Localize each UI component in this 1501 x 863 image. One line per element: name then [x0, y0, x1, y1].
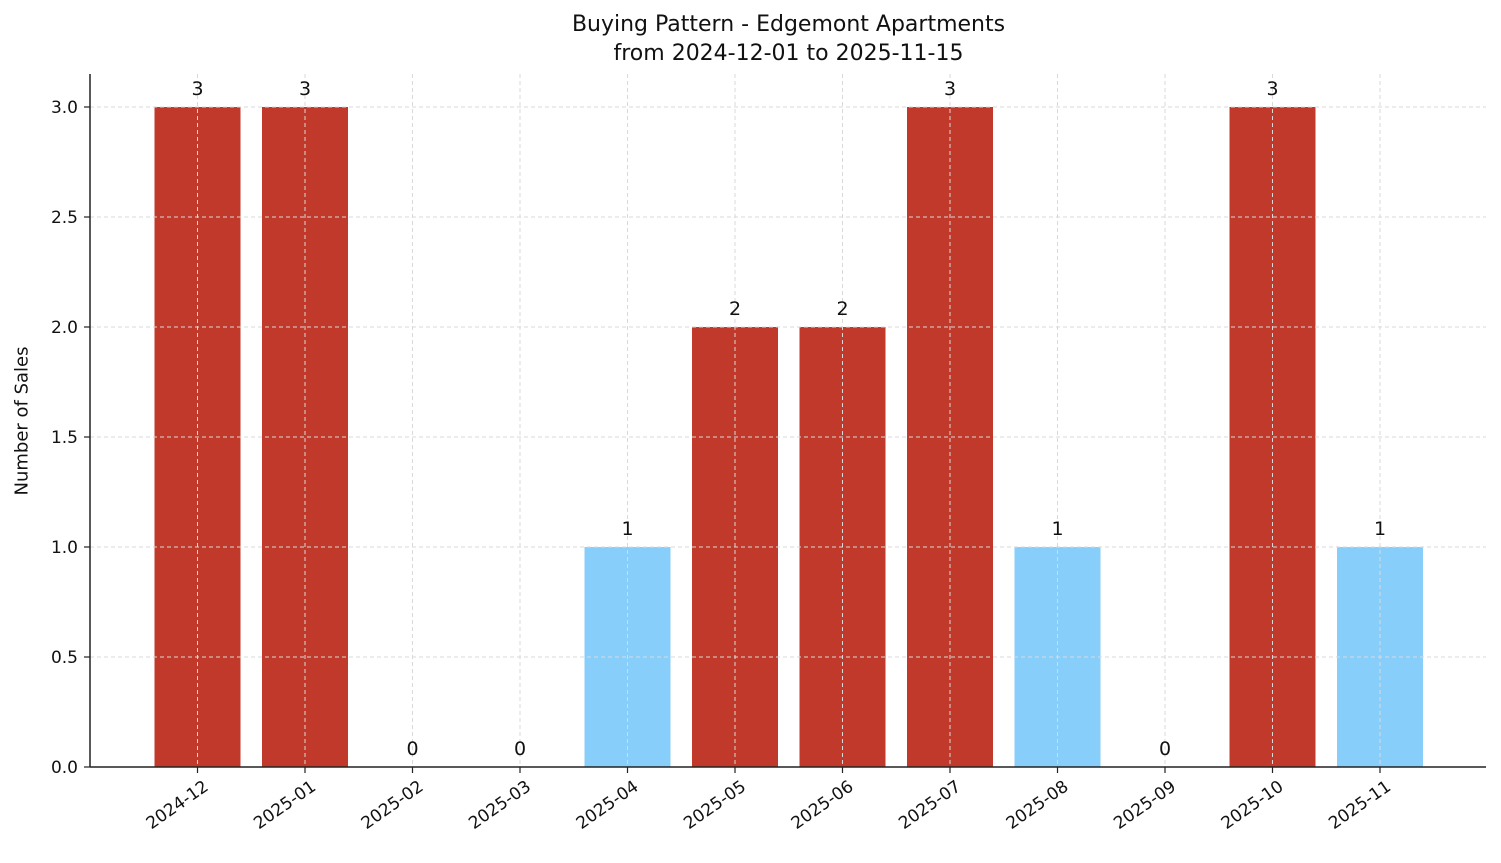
x-tick-label: 2025-09	[1110, 777, 1180, 834]
x-tick-label: 2025-01	[250, 777, 320, 834]
x-tick-label: 2025-11	[1325, 777, 1395, 834]
y-tick-label: 1.5	[51, 428, 78, 448]
data-label: 3	[191, 78, 203, 100]
data-label: 0	[406, 738, 418, 760]
data-label: 3	[1266, 78, 1278, 100]
data-label: 1	[621, 518, 633, 540]
x-tick-label: 2025-08	[1003, 777, 1073, 834]
x-tick-label: 2025-04	[573, 777, 643, 834]
data-label: 1	[1051, 518, 1063, 540]
data-label: 0	[1159, 738, 1171, 760]
data-label: 3	[944, 78, 956, 100]
y-tick-label: 1.0	[51, 538, 78, 558]
y-tick-label: 3.0	[51, 98, 78, 118]
data-label: 3	[299, 78, 311, 100]
x-tick-label: 2024-12	[143, 777, 213, 834]
chart-title: Buying Pattern - Edgemont Apartments	[571, 12, 1006, 37]
data-label: 2	[836, 298, 848, 320]
y-tick-label: 2.5	[51, 208, 78, 228]
data-label: 2	[729, 298, 741, 320]
data-label: 0	[514, 738, 526, 760]
chart-subtitle: from 2024-12-01 to 2025-11-15	[613, 41, 964, 66]
x-tick-label: 2025-03	[465, 777, 535, 834]
y-tick-label: 2.0	[51, 318, 78, 338]
y-tick-label: 0.0	[51, 758, 78, 778]
x-tick-label: 2025-07	[895, 777, 965, 834]
x-tick-label: 2025-10	[1218, 777, 1288, 834]
x-tick-label: 2025-02	[358, 777, 428, 834]
x-tick-label: 2025-06	[788, 777, 858, 834]
data-label: 1	[1374, 518, 1386, 540]
x-tick-label: 2025-05	[680, 777, 750, 834]
y-tick-label: 0.5	[51, 648, 78, 668]
